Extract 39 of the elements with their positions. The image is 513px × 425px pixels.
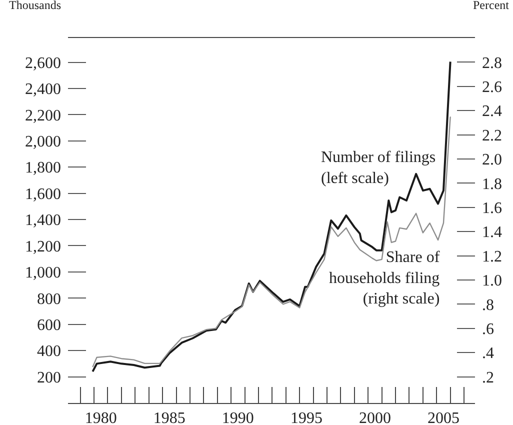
y-tick-label: 2,000	[25, 133, 61, 150]
y2-tick-label: 1.8	[482, 176, 502, 193]
y-tick-label: 2,200	[25, 107, 61, 124]
y2-axis-title: Percent	[473, 0, 510, 12]
line-series	[92, 60, 452, 373]
line-series	[92, 116, 451, 368]
y-tick-label: 1,000	[25, 264, 61, 282]
x-tick-label: 2005	[427, 410, 460, 425]
annotation: Share of households filing (right scale)	[329, 249, 440, 308]
x-tick-label: 1990	[222, 410, 254, 425]
x-tick-label: 2000	[358, 410, 391, 425]
y2-tick-label: 2.6	[482, 78, 502, 96]
y-tick-label: 1,800	[25, 160, 61, 177]
y2-tick-label: .4	[482, 345, 494, 362]
y-tick-label: 400	[37, 343, 61, 360]
y-tick-label: 600	[37, 316, 61, 334]
y2-tick-label: 2.8	[482, 54, 502, 72]
y2-tick-label: .2	[482, 369, 494, 386]
y2-tick-label: .6	[482, 320, 494, 338]
x-tick-label: 1980	[84, 410, 117, 425]
y-axis-title: Thousands	[9, 0, 62, 12]
y2-tick-label: 2.0	[482, 152, 502, 169]
y-tick-label: 2,600	[25, 54, 61, 72]
y-tick-label: 1,200	[25, 238, 61, 256]
y-tick-label: 1,400	[25, 212, 61, 230]
y2-tick-label: 1.4	[482, 224, 502, 242]
y2-tick-label: 1.6	[482, 200, 502, 217]
y2-tick-label: 2.2	[482, 127, 502, 144]
y2-tick-label: 1.2	[482, 248, 502, 266]
y2-tick-label: 1.0	[482, 272, 502, 290]
y-tick-label: 1,600	[25, 186, 61, 203]
x-tick-label: 1995	[290, 410, 322, 425]
y-tick-label: 2,400	[25, 81, 61, 98]
y2-tick-label: .8	[482, 296, 494, 314]
x-tick-label: 1985	[153, 410, 186, 425]
y2-tick-label: 2.4	[482, 103, 502, 120]
y-tick-label: 800	[37, 290, 61, 308]
y-tick-label: 200	[37, 369, 61, 386]
annotation: Number of filings (left scale)	[321, 149, 436, 187]
